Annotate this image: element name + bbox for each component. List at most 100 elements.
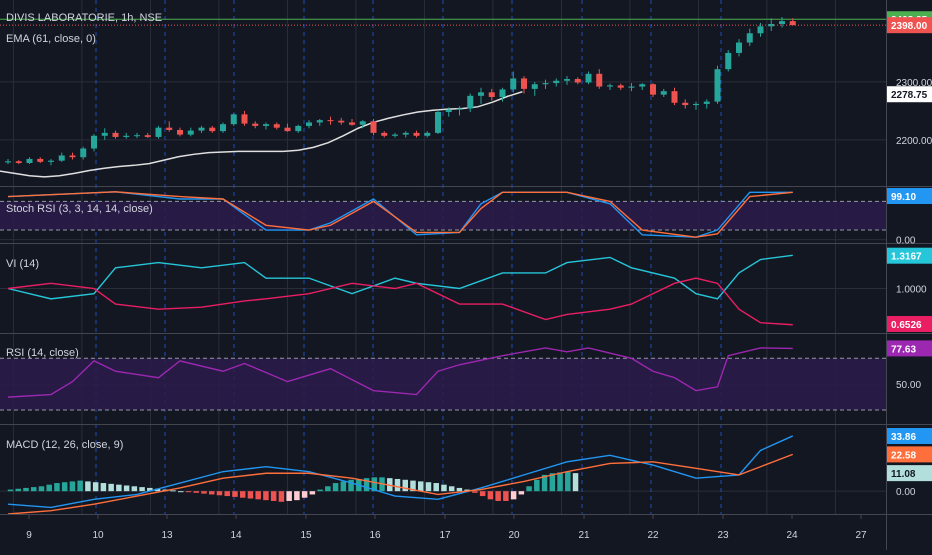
candle-body <box>155 127 162 137</box>
y-tick-label: 1.0000 <box>896 285 927 296</box>
y-tick-label: 0.00 <box>896 487 916 498</box>
candle-body <box>671 91 678 103</box>
candle-body <box>230 114 237 125</box>
macd-histogram-bar <box>108 483 114 492</box>
candle-body <box>650 84 656 95</box>
macd-histogram-bar <box>456 487 463 492</box>
candle-body <box>585 73 592 83</box>
macd-histogram-bar <box>193 491 200 493</box>
candle-body <box>424 132 431 136</box>
candle-body <box>381 132 388 136</box>
macd-histogram-bar <box>417 481 424 492</box>
macd-histogram-bar <box>123 485 130 492</box>
macd-histogram-bar <box>38 486 45 492</box>
candle-body <box>467 95 474 109</box>
plot-layer <box>0 17 886 515</box>
pane-title-price: DIVIS LABORATORIE, 1h, NSE <box>6 12 162 24</box>
macd-histogram-bar <box>557 472 563 492</box>
candle-body <box>757 26 764 34</box>
indicator-value-tag-bg <box>887 188 932 204</box>
candle-body <box>359 121 366 125</box>
x-tick-label: 14 <box>230 530 242 541</box>
macd-histogram-bar <box>464 489 470 492</box>
indicator-value-tag-label: 0.6526 <box>891 320 922 331</box>
price-tag-bg <box>887 86 932 103</box>
candle-body <box>306 122 312 126</box>
session-break-layer <box>95 0 722 514</box>
indicator-value-tag-label: 77.63 <box>891 344 916 355</box>
candle-body <box>284 127 291 132</box>
y-tick-label: 50.00 <box>896 380 921 391</box>
candle-body <box>402 132 409 135</box>
macd-histogram-bar <box>363 478 370 492</box>
indicator-series-line <box>7 277 793 326</box>
macd-histogram-bar <box>278 491 285 502</box>
candle-body <box>349 122 355 125</box>
candle-body <box>628 86 635 88</box>
indicator-series-line <box>7 347 793 398</box>
candle-body <box>69 155 76 158</box>
indicator-value-tag-label: 33.86 <box>891 432 916 443</box>
candle-body <box>80 148 87 158</box>
macd-histogram-bar <box>178 491 184 493</box>
x-tick-label: 20 <box>508 530 520 541</box>
candle-body <box>693 103 699 106</box>
macd-histogram-bar <box>201 491 207 494</box>
candle-body <box>564 79 570 81</box>
indicator-value-tag-bg <box>887 316 932 332</box>
macd-histogram-bar <box>325 486 331 492</box>
indicator-series-line <box>7 254 793 300</box>
x-tick-label: 10 <box>92 530 104 541</box>
indicator-series-line <box>7 435 794 509</box>
candle-body <box>370 121 377 133</box>
macd-histogram-bar <box>410 480 416 492</box>
macd-histogram-bar <box>247 491 254 499</box>
macd-histogram-bar <box>92 482 99 492</box>
price-tag-bg <box>887 17 932 34</box>
macd-histogram-bar <box>170 490 176 492</box>
candle-body <box>574 79 581 83</box>
candle-body <box>531 84 538 89</box>
macd-histogram-bar <box>232 491 238 497</box>
macd-histogram-bar <box>340 481 347 492</box>
candle-body <box>435 112 441 133</box>
macd-histogram-bar <box>239 491 246 498</box>
candle-body <box>725 52 732 70</box>
indicator-value-tag-label: 22.58 <box>891 450 916 461</box>
macd-histogram-bar <box>433 483 439 492</box>
candle-body <box>478 92 484 96</box>
value-tags: 2408.252398.002278.7599.101.31670.652677… <box>887 11 932 482</box>
candle-body <box>327 120 334 122</box>
macd-histogram-bar <box>100 483 107 492</box>
x-tick-label: 17 <box>439 530 451 541</box>
time-axis[interactable]: 9 10 13 14 15 16 17 20 21 22 23 24 27 <box>26 515 867 541</box>
ema-line <box>0 91 523 178</box>
macd-histogram-bar <box>487 491 494 500</box>
candle-body <box>510 78 517 90</box>
candle-body <box>413 132 420 136</box>
macd-histogram-bar <box>255 491 261 500</box>
macd-histogram-bar <box>147 487 153 492</box>
indicator-series-line <box>7 191 793 238</box>
x-tick-label: 15 <box>300 530 312 541</box>
candle-body <box>392 134 398 136</box>
macd-histogram-bar <box>116 484 122 492</box>
band-fill <box>0 358 886 411</box>
candle-body <box>542 83 549 85</box>
candle-body <box>521 78 527 89</box>
macd-histogram-bar <box>495 491 501 501</box>
y-tick-label: 2200.00 <box>896 136 932 147</box>
candle-body <box>488 92 495 97</box>
x-tick-label: 9 <box>26 530 32 541</box>
macd-histogram-bar <box>448 486 455 492</box>
macd-histogram-bar <box>23 487 29 492</box>
x-tick-label: 21 <box>578 530 590 541</box>
price-axis[interactable]: 2300.00 2200.00 0.00 1.0000 50.00 0.00 <box>896 78 932 498</box>
candle-body <box>273 124 280 128</box>
candle-body <box>553 80 560 84</box>
indicator-value-tag-label: 1.3167 <box>891 252 922 263</box>
candle-body <box>639 84 646 87</box>
candle-body <box>789 21 796 26</box>
